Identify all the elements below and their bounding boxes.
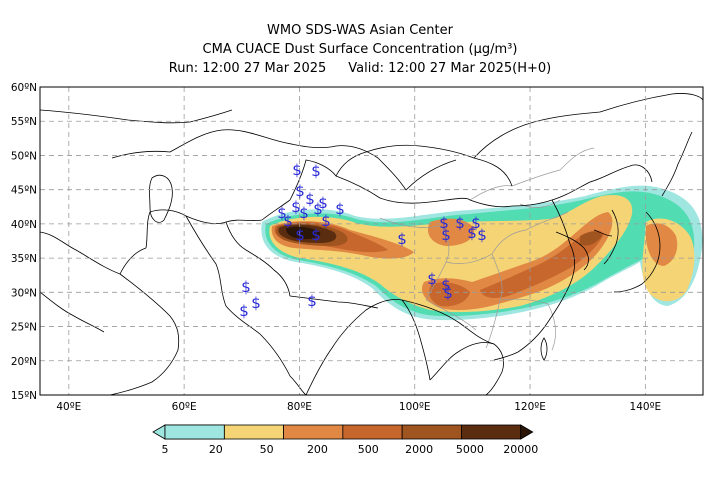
dust-storm-symbol: $ [467,224,477,242]
legend-color-box [342,424,403,440]
dust-storm-symbol: $ [311,226,321,244]
lon-label: 40ºE [56,401,81,413]
lon-label: 120ºE [514,401,546,413]
dust-storm-symbol: $ [439,214,449,232]
legend-color-box [461,424,522,440]
legend-color-boxes [152,424,534,440]
color-legend: 5 20 50 200 500 2000 5000 20000 [152,424,539,456]
dust-storm-symbol: $ [455,214,465,232]
legend-threshold-label: 5 [162,443,169,456]
run-time: Run: 12:00 27 Mar 2025 [168,61,327,76]
legend-threshold-label: 2000 [405,443,433,456]
legend-threshold-label: 500 [358,443,379,456]
lat-label: 45ºN [11,185,37,197]
lon-label: 60ºE [172,401,197,413]
dust-storm-symbol: $ [477,226,487,244]
legend-labels: 5 20 50 200 500 2000 5000 20000 [162,443,539,456]
lat-label: 35ºN [11,253,37,265]
legend-threshold-label: 200 [307,443,328,456]
graticule [40,87,703,395]
dust-storm-symbol: $ [443,284,453,302]
lat-label: 30ºN [11,287,37,299]
dust-storm-symbol: $ [335,200,345,218]
dust-storm-symbol: $ [471,214,481,232]
dust-storm-symbol: $ [241,278,251,296]
country-boundaries [40,93,703,395]
legend-color-box [283,424,344,440]
dust-storm-symbol: $ [295,182,305,200]
dust-storm-symbol: $ [292,161,302,179]
lat-label: 60ºN [11,82,37,94]
lon-label: 140ºE [630,401,662,413]
dust-storm-symbols: $ $$ $ $$$ $ $ $$ $$ $ $$ $$$$ $$ $$$$$$ [239,161,487,320]
lat-label: 20ºN [11,356,37,368]
lon-label: 80ºE [287,401,312,413]
dust-storm-symbol: $ [311,162,321,180]
map-area: $ $$ $ $$$ $ $ $$ $$ $ $$ $$$$ $$ $$$$$$ [40,87,703,395]
province-boundaries [379,147,595,351]
legend-threshold-label: 5000 [456,443,484,456]
legend-threshold-label: 20000 [503,443,538,456]
title-center-name: WMO SDS-WAS Asian Center [267,23,453,38]
dust-storm-symbol: $ [307,292,317,310]
latitude-labels: 60ºN 55ºN 50ºN 45ºN 40ºN 35ºN 30ºN 25ºN 20ºN 15ºN [11,82,37,402]
lat-label: 55ºN [11,116,37,128]
dust-storm-symbol: $ [427,270,437,288]
title-run-valid: Run: 12:00 27 Mar 2025 Valid: 12:00 27 Ma… [0,60,720,78]
lat-label: 15ºN [11,390,37,402]
dust-storm-symbol: $ [305,190,315,208]
legend-arrow-right [520,424,534,440]
lat-label: 25ºN [11,322,37,334]
legend-color-box [164,424,225,440]
dust-storm-symbol: $ [251,294,261,312]
dust-storm-symbol: $ [299,204,309,222]
map-frame [39,86,704,396]
lon-label: 100ºE [399,401,431,413]
longitude-labels: 40ºE 60ºE 80ºE 100ºE 120ºE 140ºE [56,401,661,413]
legend-color-box [401,424,462,440]
dust-storm-symbol: $ [291,198,301,216]
lat-label: 50ºN [11,150,37,162]
legend-threshold-label: 20 [209,443,223,456]
legend-arrow-left [152,424,166,440]
dust-storm-symbol: $ [283,212,293,230]
title-product: CMA CUACE Dust Surface Concentration (μg… [202,42,518,57]
legend-color-box [223,424,284,440]
lat-label: 40ºN [11,219,37,231]
dust-storm-symbol: $ [318,194,328,212]
dust-storm-symbol: $ [295,226,305,244]
dust-storm-symbol: $ [441,276,451,294]
dust-band-20000 [286,226,321,240]
dust-storm-symbol: $ [321,212,331,230]
dust-storm-symbol: $ [441,226,451,244]
dust-storm-symbol: $ [277,204,287,222]
valid-time: Valid: 12:00 27 Mar 2025(H+0) [348,61,552,76]
dust-storm-symbol: $ [313,200,323,218]
dust-storm-symbol: $ [239,302,249,320]
legend-threshold-label: 50 [260,443,274,456]
dust-storm-symbol: $ [397,230,407,248]
